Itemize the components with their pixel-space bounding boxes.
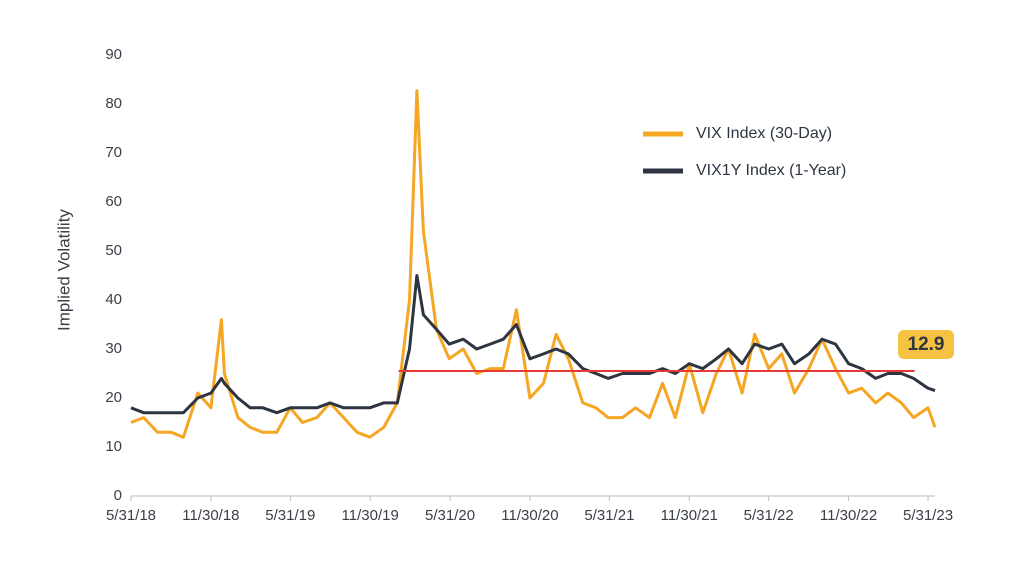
x-tick-label: 5/31/21 bbox=[584, 507, 634, 524]
y-tick-label: 60 bbox=[105, 193, 122, 210]
x-tick-label: 5/31/19 bbox=[265, 507, 315, 524]
y-tick-label: 90 bbox=[105, 46, 122, 63]
y-axis-label: Implied Volatility bbox=[54, 209, 73, 331]
y-tick-label: 80 bbox=[105, 95, 122, 112]
x-tick-label: 5/31/22 bbox=[744, 507, 794, 524]
legend-label: VIX Index (30-Day) bbox=[696, 125, 832, 142]
x-tick-label: 5/31/18 bbox=[106, 507, 156, 524]
x-tick-label: 5/31/20 bbox=[425, 507, 475, 524]
y-tick-label: 30 bbox=[105, 340, 122, 357]
series-line bbox=[130, 274, 936, 415]
series-line bbox=[130, 89, 937, 439]
x-tick-label: 11/30/18 bbox=[182, 507, 239, 524]
x-tick-label: 11/30/19 bbox=[342, 507, 399, 524]
y-tick-label: 70 bbox=[105, 144, 122, 161]
x-tick-label: 11/30/20 bbox=[501, 507, 558, 524]
y-tick-label: 20 bbox=[105, 389, 122, 406]
annotation: 12.9 bbox=[908, 334, 945, 355]
legend-label: VIX1Y Index (1-Year) bbox=[696, 162, 846, 179]
x-tick-label: 5/31/23 bbox=[903, 507, 953, 524]
x-tick-label: 11/30/22 bbox=[820, 507, 877, 524]
y-tick-label: 40 bbox=[105, 291, 122, 308]
annotation-box bbox=[898, 330, 954, 359]
y-tick-label: 10 bbox=[105, 438, 122, 455]
y-tick-label: 0 bbox=[114, 487, 122, 504]
y-tick-label: 50 bbox=[105, 242, 122, 259]
x-tick-label: 11/30/21 bbox=[661, 507, 718, 524]
